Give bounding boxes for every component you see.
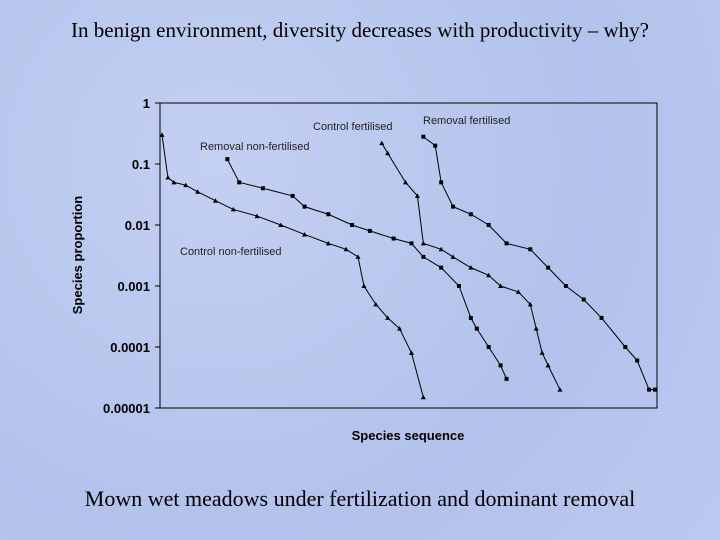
y-tick-label: 0.0001: [110, 340, 150, 355]
series-line: [381, 142, 561, 390]
y-tick-label: 0.1: [132, 157, 150, 172]
marker: [302, 204, 307, 209]
slide-caption: Mown wet meadows under fertilization and…: [84, 486, 636, 511]
marker: [498, 283, 504, 288]
marker: [165, 175, 171, 180]
marker: [527, 301, 533, 307]
marker: [421, 254, 426, 259]
series-line: [161, 134, 424, 398]
series-label: Removal non-fertilised: [200, 141, 309, 153]
marker: [385, 315, 391, 320]
marker: [237, 180, 242, 185]
marker: [623, 345, 628, 349]
y-tick-label: 0.001: [117, 279, 150, 294]
marker: [486, 272, 492, 278]
series-label: Control non-fertilised: [180, 246, 282, 258]
marker: [546, 265, 551, 270]
marker: [159, 132, 165, 137]
marker: [438, 246, 444, 252]
marker: [391, 236, 396, 241]
marker: [563, 284, 568, 288]
marker: [183, 182, 189, 188]
marker: [350, 223, 355, 227]
series-label: Removal fertilised: [423, 115, 510, 127]
marker: [635, 358, 640, 363]
y-axis-label: Species proportion: [70, 196, 85, 315]
marker: [278, 222, 284, 227]
marker: [355, 254, 361, 259]
marker: [230, 206, 236, 212]
marker: [254, 213, 260, 219]
marker: [212, 198, 218, 203]
y-tick-label: 0.01: [125, 218, 150, 233]
marker: [468, 315, 473, 320]
slide-title: In benign environment, diversity decreas…: [71, 18, 649, 42]
marker: [421, 134, 426, 139]
marker: [599, 315, 604, 320]
series-line: [226, 158, 507, 380]
marker: [486, 223, 491, 227]
marker: [433, 143, 438, 148]
marker: [450, 254, 456, 259]
marker: [379, 140, 385, 146]
marker: [325, 240, 331, 246]
marker: [468, 265, 474, 270]
marker: [397, 326, 403, 331]
marker: [439, 180, 444, 185]
marker: [451, 204, 456, 209]
y-tick-label: 0.00001: [103, 401, 150, 416]
marker: [486, 345, 491, 349]
marker: [468, 212, 473, 217]
marker: [408, 350, 414, 355]
marker: [343, 246, 349, 252]
marker: [361, 283, 367, 288]
marker: [557, 387, 563, 392]
x-axis-label: Species sequence: [352, 428, 465, 443]
marker: [302, 231, 308, 237]
marker: [195, 189, 201, 194]
marker: [225, 157, 230, 162]
marker: [539, 350, 545, 355]
plot-frame: [159, 102, 658, 409]
marker: [456, 284, 461, 288]
marker: [653, 387, 657, 392]
marker: [409, 241, 414, 246]
marker: [504, 241, 509, 246]
marker: [515, 289, 521, 294]
marker: [533, 326, 539, 331]
marker: [545, 362, 551, 368]
marker: [647, 387, 652, 392]
marker: [420, 240, 426, 246]
y-tick-label: 1: [143, 96, 150, 111]
marker: [474, 326, 479, 331]
marker: [367, 228, 372, 233]
marker: [326, 212, 331, 217]
marker: [171, 179, 177, 185]
marker: [414, 193, 420, 198]
marker: [439, 265, 444, 270]
chart: 1 0.1 0.01 0.001 0.0001 0.00001 Species propor…: [70, 96, 658, 443]
marker: [290, 193, 295, 198]
series-line: [423, 136, 655, 391]
marker: [498, 363, 503, 368]
marker: [403, 179, 409, 185]
marker: [528, 247, 533, 252]
marker: [581, 297, 586, 302]
marker: [504, 376, 509, 381]
marker: [260, 186, 265, 191]
marker: [385, 150, 391, 156]
marker: [373, 301, 379, 307]
series-label: Control fertilised: [313, 121, 392, 133]
marker: [420, 394, 426, 400]
